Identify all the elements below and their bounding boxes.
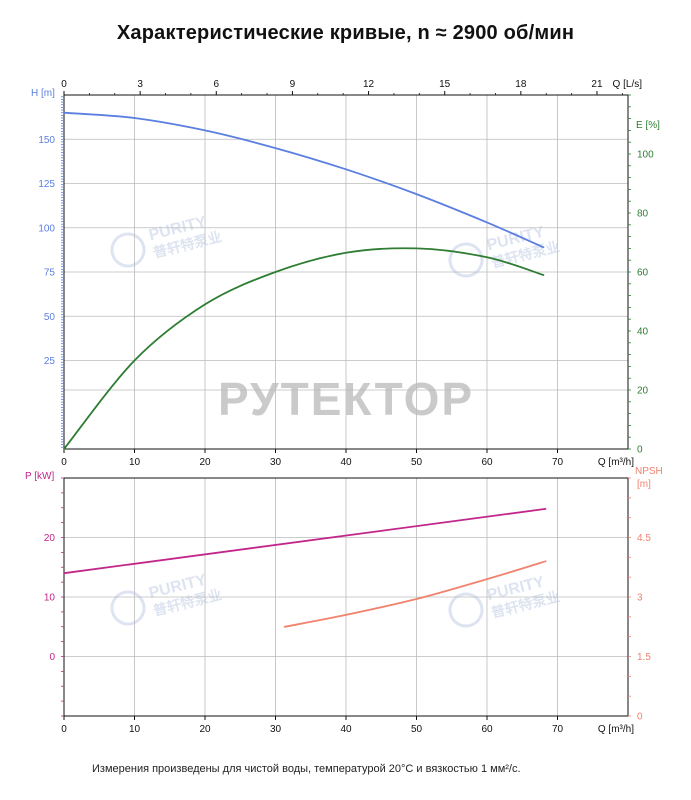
x-tick-label: 60	[481, 457, 493, 468]
x-tick-label: 10	[129, 724, 141, 735]
right-tick-label: 60	[637, 268, 649, 279]
watermark-logo-icon	[110, 232, 146, 268]
top-tick-label: 12	[363, 79, 375, 90]
watermark-logo-icon	[448, 242, 484, 278]
left-tick-label: 20	[44, 533, 56, 544]
x-tick-label: 30	[270, 724, 282, 735]
x-tick-label: 60	[481, 724, 493, 735]
right-tick-label: 4.5	[637, 533, 651, 544]
x-tick-label: 20	[199, 457, 211, 468]
top-tick-label: 21	[591, 79, 603, 90]
chart-title: Характеристические кривые, n ≈ 2900 об/м…	[116, 22, 575, 44]
x-tick-label: 10	[129, 457, 141, 468]
right-tick-label: 0	[637, 712, 643, 723]
top-tick-label: 3	[137, 79, 143, 90]
left-tick-label: 0	[49, 652, 55, 663]
top-tick-label: 0	[61, 79, 67, 90]
watermark-main-text: РУТЕКТОР	[218, 373, 474, 425]
right-tick-label: 100	[637, 150, 654, 161]
right-tick-label: 1.5	[637, 652, 651, 663]
series-line-efficiency	[63, 247, 545, 450]
x-tick-label: 30	[270, 457, 282, 468]
x-tick-label: 40	[340, 457, 352, 468]
right-tick-label: 80	[637, 209, 649, 220]
left-tick-label: 125	[38, 179, 55, 190]
left-axis-label: H [m]	[31, 88, 55, 99]
top-tick-label: 15	[439, 79, 451, 90]
series-line-npsh	[283, 560, 547, 628]
series-line-head	[63, 111, 545, 249]
right-axis-label-unit: [m]	[637, 479, 651, 490]
series-line-power	[63, 508, 547, 575]
right-tick-label: 0	[637, 445, 643, 456]
right-tick-label: 40	[637, 327, 649, 338]
x-axis-label: Q [m³/h]	[598, 457, 634, 468]
top-axis-label: Q [L/s]	[613, 79, 643, 90]
watermark-logo-icon	[448, 592, 484, 628]
upper-chart-panel: 0 10 20 30 40 50 60 70 Q [m³/h]0 3 6 9 12 15 18 21 Q [L/…	[31, 79, 660, 468]
left-tick-label: 50	[44, 312, 56, 323]
x-tick-label: 50	[411, 457, 423, 468]
top-tick-label: 6	[213, 79, 219, 90]
x-tick-label: 50	[411, 724, 423, 735]
left-tick-label: 25	[44, 356, 56, 367]
left-tick-label: 100	[38, 223, 55, 234]
x-tick-label: 0	[61, 457, 67, 468]
x-tick-label: 20	[199, 724, 211, 735]
left-tick-label: 150	[38, 135, 55, 146]
measurement-footnote: Измерения произведены для чистой воды, т…	[92, 763, 521, 775]
x-tick-label: 40	[340, 724, 352, 735]
x-axis-label: Q [m³/h]	[598, 724, 634, 735]
left-axis-label: P [kW]	[25, 471, 54, 482]
right-tick-label: 20	[637, 386, 649, 397]
top-tick-label: 18	[515, 79, 527, 90]
right-axis-label-name: NPSH	[635, 466, 663, 477]
right-tick-label: 3	[637, 593, 643, 604]
top-tick-label: 9	[290, 79, 296, 90]
left-tick-label: 10	[44, 593, 56, 604]
left-tick-label: 75	[44, 268, 56, 279]
watermark-logo-icon	[110, 590, 146, 626]
x-tick-label: 70	[552, 724, 564, 735]
right-axis-label: E [%]	[636, 120, 660, 131]
x-tick-label: 0	[61, 724, 67, 735]
x-tick-label: 70	[552, 457, 564, 468]
